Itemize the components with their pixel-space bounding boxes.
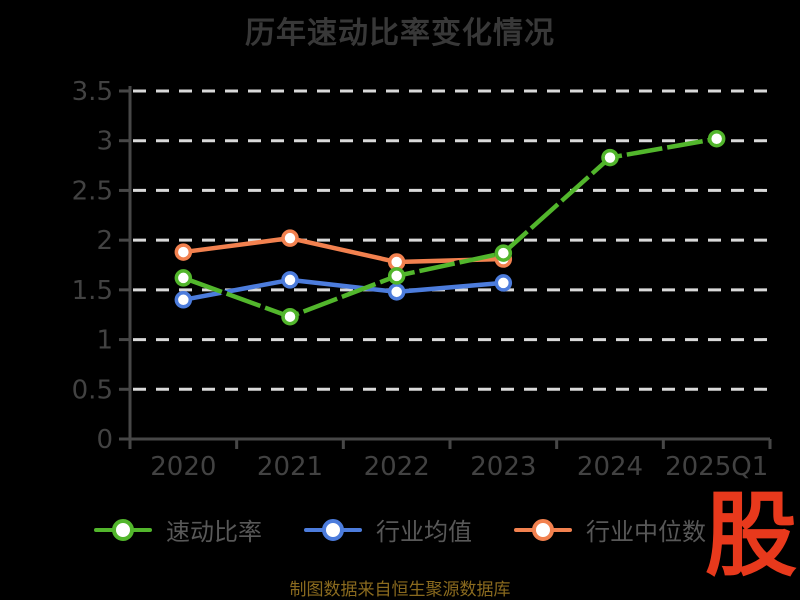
legend-marker-quick-ratio-icon: [94, 517, 152, 543]
svg-text:2025Q1: 2025Q1: [665, 452, 768, 482]
svg-text:2023: 2023: [470, 452, 536, 482]
source-note: 制图数据来自恒生聚源数据库: [289, 580, 511, 600]
svg-text:2: 2: [96, 226, 113, 256]
svg-text:1.5: 1.5: [72, 276, 113, 306]
legend-item-industry-median: 行业中位数: [514, 512, 706, 547]
svg-text:2.5: 2.5: [72, 176, 113, 206]
svg-text:2020: 2020: [150, 452, 216, 482]
legend-label-industry-mean: 行业均值: [376, 518, 472, 546]
chart-title: 历年速动比率变化情况: [245, 16, 555, 51]
legend-label-industry-median: 行业中位数: [586, 518, 706, 546]
svg-text:1: 1: [96, 326, 113, 356]
svg-text:2024: 2024: [577, 452, 643, 482]
svg-text:3.5: 3.5: [72, 77, 113, 107]
legend-item-industry-mean: 行业均值: [304, 512, 472, 547]
logo-gu-icon: 股: [704, 482, 797, 589]
legend: 速动比率 行业均值 行业中位数: [0, 512, 800, 547]
legend-item-quick-ratio: 速动比率: [94, 512, 262, 547]
svg-text:0.5: 0.5: [72, 375, 113, 405]
line-chart-plot-area: 0 0.5 1 1.5 2 2.5 3 3.5 2020 2021 2022 2023 2024 2025…: [72, 77, 772, 482]
svg-text:2021: 2021: [257, 452, 323, 482]
svg-text:2022: 2022: [364, 452, 430, 482]
svg-text:3: 3: [96, 127, 113, 157]
legend-label-quick-ratio: 速动比率: [166, 518, 262, 546]
legend-marker-industry-mean-icon: [304, 517, 362, 543]
svg-text:0: 0: [96, 425, 113, 455]
legend-marker-industry-median-icon: [514, 517, 572, 543]
